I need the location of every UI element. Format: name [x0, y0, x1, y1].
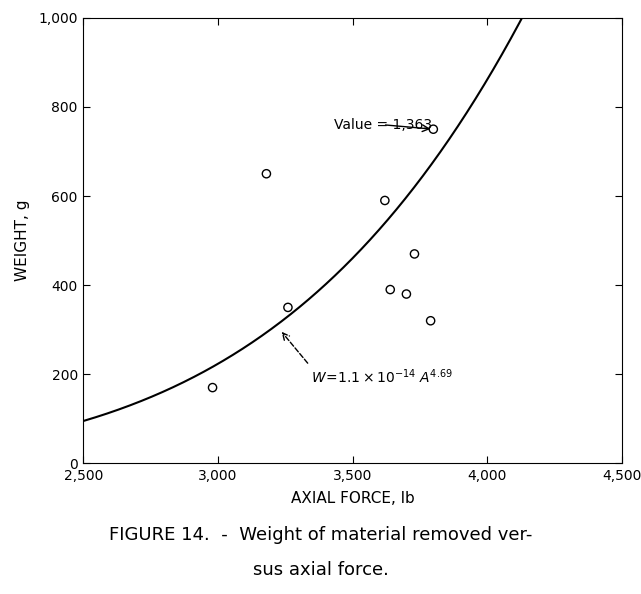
Point — [385, 285, 395, 295]
Point — [208, 383, 218, 393]
Y-axis label: WEIGHT, g: WEIGHT, g — [15, 200, 30, 282]
Point — [401, 289, 412, 299]
Text: $W\!=\!1.1\times10^{-14}\ A^{4.69}$: $W\!=\!1.1\times10^{-14}\ A^{4.69}$ — [311, 368, 453, 386]
Point — [379, 196, 390, 206]
Point — [428, 125, 438, 134]
Point — [410, 249, 420, 259]
Text: sus axial force.: sus axial force. — [253, 561, 388, 579]
Text: Value = 1,363: Value = 1,363 — [334, 118, 432, 132]
Point — [426, 316, 436, 326]
Text: FIGURE 14.  -  Weight of material removed ver-: FIGURE 14. - Weight of material removed … — [109, 526, 532, 544]
X-axis label: AXIAL FORCE, lb: AXIAL FORCE, lb — [290, 491, 415, 506]
Point — [283, 303, 293, 312]
Point — [262, 169, 272, 179]
